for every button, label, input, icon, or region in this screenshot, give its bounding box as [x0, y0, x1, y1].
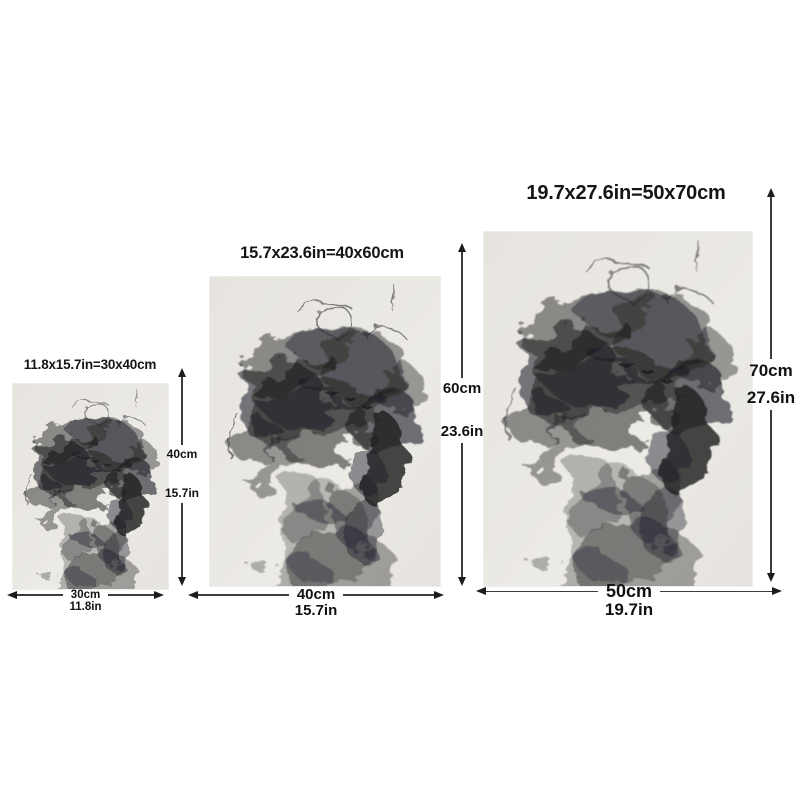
height-in-label: 27.6in: [746, 387, 796, 407]
dimension-line: [660, 590, 773, 593]
dimension-line: [461, 443, 463, 577]
arrow-up-icon: [178, 368, 186, 377]
width-in-label: 11.8in: [69, 601, 102, 614]
dimension-line: [181, 377, 183, 445]
arrow-down-icon: [178, 577, 186, 586]
arrow-right-icon: [772, 587, 783, 596]
dimension-line: [343, 594, 434, 596]
width-dimension-small: 30cm 11.8in: [7, 589, 165, 613]
height-in-label: 15.7in: [164, 486, 200, 501]
dimension-line: [770, 410, 772, 573]
height-in-label: 23.6in: [440, 422, 484, 440]
arrow-left-icon: [7, 591, 17, 600]
size-title-small: 11.8x15.7in=30x40cm: [23, 357, 157, 372]
poster-large: [484, 232, 752, 586]
width-dimension-large: 50cm 19.7in: [476, 581, 783, 618]
size-title-large: 19.7x27.6in=50x70cm: [526, 182, 726, 204]
width-in-label: 19.7in: [604, 599, 654, 619]
dimension-line: [198, 594, 289, 596]
dimension-line: [461, 252, 463, 378]
height-cm-label: 60cm: [442, 380, 482, 397]
height-dimension-medium: 60cm 23.6in: [430, 243, 494, 586]
poster-medium: [210, 277, 440, 586]
dimension-line: [486, 590, 598, 593]
arrow-left-icon: [476, 587, 486, 596]
arrow-right-icon: [434, 590, 444, 599]
width-in-label: 15.7in: [294, 601, 338, 619]
width-dimension-medium: 40cm 15.7in: [188, 586, 444, 618]
arrow-up-icon: [767, 188, 775, 197]
smoke-portrait-artwork: [484, 232, 752, 586]
width-cm-label: 50cm: [605, 581, 653, 601]
height-cm-label: 40cm: [166, 447, 198, 461]
height-cm-label: 70cm: [749, 361, 793, 380]
smoke-portrait-artwork: [210, 277, 440, 586]
arrow-up-icon: [458, 243, 466, 252]
width-cm-label: 40cm: [296, 586, 336, 603]
size-title-medium: 15.7x23.6in=40x60cm: [240, 244, 404, 262]
arrow-down-icon: [458, 577, 466, 586]
dimension-line: [770, 197, 772, 359]
poster-small: [13, 384, 168, 589]
height-dimension-small: 40cm 15.7in: [150, 368, 214, 586]
dimension-line: [181, 503, 183, 577]
dimension-line: [108, 594, 155, 596]
arrow-right-icon: [154, 591, 165, 600]
height-dimension-large: 70cm 27.6in: [739, 188, 800, 582]
smoke-portrait-artwork: [13, 384, 168, 589]
width-cm-label: 30cm: [70, 589, 101, 601]
arrow-left-icon: [188, 590, 198, 599]
arrow-down-icon: [767, 573, 775, 582]
dimension-line: [17, 594, 63, 596]
